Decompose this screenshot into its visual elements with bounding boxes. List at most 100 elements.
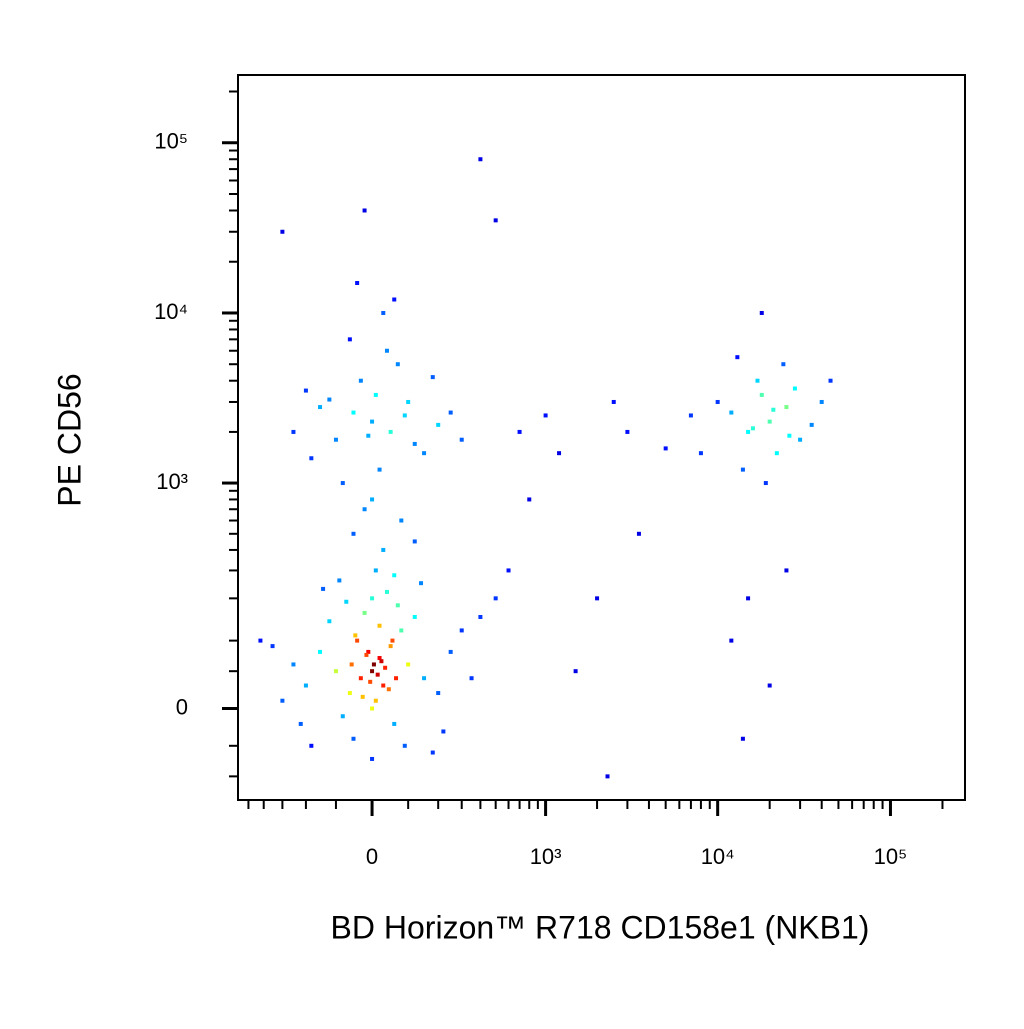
event-point <box>798 437 803 442</box>
event-point <box>362 610 367 615</box>
event-point <box>351 410 356 415</box>
event-point <box>344 599 349 604</box>
event-point <box>729 410 734 415</box>
event-point <box>349 662 354 667</box>
event-point <box>557 451 562 456</box>
event-point <box>280 229 285 234</box>
event-point <box>809 422 814 427</box>
event-point <box>819 399 824 404</box>
event-point <box>327 397 332 402</box>
event-point <box>698 451 703 456</box>
event-point <box>360 694 365 699</box>
event-point <box>298 721 303 726</box>
event-point <box>355 281 360 286</box>
event-point <box>735 355 740 360</box>
event-point <box>399 628 404 633</box>
event-point <box>373 392 378 397</box>
event-point <box>459 437 464 442</box>
event-point <box>759 392 764 397</box>
event-point <box>750 426 755 431</box>
event-point <box>333 437 338 442</box>
event-point <box>364 652 369 657</box>
event-point <box>663 446 668 451</box>
event-point <box>333 669 338 674</box>
y-tick-label: 10³ <box>156 469 188 494</box>
event-point <box>729 638 734 643</box>
event-point <box>366 433 371 438</box>
event-point <box>402 743 407 748</box>
event-point <box>351 531 356 536</box>
event-point <box>337 578 342 583</box>
x-tick-label: 10³ <box>530 844 562 869</box>
event-point <box>688 413 693 418</box>
event-point <box>611 399 616 404</box>
event-point <box>412 539 417 544</box>
event-point <box>347 337 352 342</box>
event-point <box>381 683 386 688</box>
event-point <box>740 467 745 472</box>
event-point <box>792 386 797 391</box>
event-point <box>767 419 772 424</box>
event-point <box>767 683 772 688</box>
event-point <box>399 518 404 523</box>
event-point <box>340 481 345 486</box>
event-point <box>506 568 511 573</box>
event-point <box>388 644 393 649</box>
event-point <box>340 714 345 719</box>
y-tick-label: 0 <box>176 694 188 719</box>
event-point <box>303 388 308 393</box>
event-point <box>381 547 386 552</box>
event-point <box>384 348 389 353</box>
event-point <box>430 750 435 755</box>
event-point <box>358 378 363 383</box>
event-point <box>303 683 308 688</box>
event-point <box>740 736 745 741</box>
event-point <box>412 441 417 446</box>
event-point <box>355 638 360 643</box>
x-tick-label: 10⁵ <box>874 844 908 869</box>
event-point <box>625 429 630 434</box>
event-point <box>493 218 498 223</box>
event-point <box>373 698 378 703</box>
event-point <box>392 721 397 726</box>
event-point <box>763 481 768 486</box>
event-point <box>392 573 397 578</box>
event-point <box>366 649 371 654</box>
x-tick-label: 10⁴ <box>701 844 735 869</box>
event-point <box>390 638 395 643</box>
event-point <box>362 507 367 512</box>
event-point <box>258 638 263 643</box>
event-point <box>459 628 464 633</box>
event-point <box>370 706 375 711</box>
event-point <box>419 581 424 586</box>
event-point <box>448 649 453 654</box>
event-point <box>370 756 375 761</box>
event-point <box>318 405 323 410</box>
event-point <box>392 297 397 302</box>
event-point <box>373 568 378 573</box>
event-point <box>715 399 720 404</box>
event-point <box>309 743 314 748</box>
event-point <box>371 662 376 667</box>
event-point <box>436 691 441 696</box>
event-point <box>746 596 751 601</box>
event-point <box>386 687 391 692</box>
event-point <box>441 729 446 734</box>
y-tick-label: 10⁴ <box>154 299 188 324</box>
event-point <box>362 208 367 213</box>
event-point <box>787 433 792 438</box>
event-point <box>605 774 610 779</box>
event-point <box>422 451 427 456</box>
event-point <box>368 679 373 684</box>
event-point <box>781 362 786 367</box>
event-point <box>388 429 393 434</box>
event-point <box>377 656 382 661</box>
event-point <box>469 676 474 681</box>
event-point <box>381 310 386 315</box>
event-point <box>270 644 275 649</box>
event-point <box>395 603 400 608</box>
x-axis-label: BD Horizon™ R718 CD158e1 (NKB1) <box>331 909 870 945</box>
event-point <box>347 691 352 696</box>
event-point <box>280 698 285 703</box>
event-point <box>394 676 399 681</box>
